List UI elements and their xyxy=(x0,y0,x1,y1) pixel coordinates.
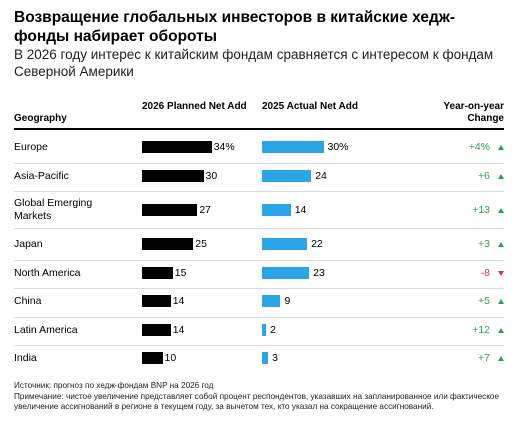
actual-bar xyxy=(262,352,269,364)
planned-value: 34% xyxy=(213,141,235,153)
yoy-value: +12 xyxy=(472,324,490,336)
actual-value: 24 xyxy=(315,170,327,182)
actual-value: 3 xyxy=(272,352,278,364)
yoy-value: +5 xyxy=(478,295,490,307)
actual-bar xyxy=(262,170,312,182)
yoy-value: +13 xyxy=(472,204,490,216)
header-yoy: Year-on-year Change xyxy=(443,101,504,124)
yoy-value: +7 xyxy=(478,352,490,364)
up-arrow-icon xyxy=(498,208,504,213)
header-planned: 2026 Planned Net Add xyxy=(142,101,247,112)
actual-bar xyxy=(262,238,308,250)
up-arrow-icon xyxy=(498,174,504,179)
yoy-value: -8 xyxy=(480,267,490,279)
row-divider xyxy=(14,288,504,289)
planned-bar xyxy=(142,324,171,336)
planned-bar xyxy=(142,295,171,307)
header-rule xyxy=(14,128,504,130)
yoy-value: +3 xyxy=(478,238,490,250)
yoy-value: +6 xyxy=(478,170,490,182)
category-label: Asia-Pacific xyxy=(14,170,69,182)
planned-value: 14 xyxy=(172,324,185,336)
actual-value: 14 xyxy=(294,204,307,216)
actual-bar xyxy=(262,204,291,216)
up-arrow-icon xyxy=(498,299,504,304)
planned-bar xyxy=(142,170,204,182)
actual-value: 30% xyxy=(327,141,349,153)
actual-bar xyxy=(262,295,281,307)
chart-title: Возвращение глобальных инвесторов в кита… xyxy=(14,9,455,45)
category-label: North America xyxy=(14,267,81,279)
actual-value: 23 xyxy=(313,267,325,279)
planned-bar xyxy=(142,141,212,153)
row-divider xyxy=(14,228,504,229)
planned-value: 30 xyxy=(205,170,218,182)
up-arrow-icon xyxy=(498,356,504,361)
row-divider xyxy=(14,345,504,346)
planned-value: 15 xyxy=(174,267,187,279)
planned-bar xyxy=(142,352,163,364)
category-label: Europe xyxy=(14,141,48,153)
category-label: China xyxy=(14,295,42,307)
planned-bar xyxy=(142,238,194,250)
down-arrow-icon xyxy=(498,271,504,276)
actual-bar xyxy=(262,324,267,336)
chart-source: Источник: прогноз по хедж-фондам BNP на … xyxy=(14,381,509,413)
actual-value: 9 xyxy=(284,295,291,307)
actual-value: 22 xyxy=(311,238,323,250)
actual-bar xyxy=(262,141,324,153)
header-geography: Geography xyxy=(14,113,67,124)
source-line: Источник: прогноз по хедж-фондам BNP на … xyxy=(14,381,214,390)
category-label: Global Emerging Markets xyxy=(14,197,93,222)
row-divider xyxy=(14,260,504,261)
row-divider xyxy=(14,163,504,164)
row-divider xyxy=(14,317,504,318)
category-label: Japan xyxy=(14,238,43,250)
planned-bar xyxy=(142,204,198,216)
note-line: Примечание: чистое увеличение представля… xyxy=(14,391,500,412)
planned-value: 10 xyxy=(164,352,177,364)
chart-subtitle: В 2026 году интерес к китайским фондам с… xyxy=(14,47,494,79)
up-arrow-icon xyxy=(498,328,504,333)
up-arrow-icon xyxy=(498,242,504,247)
planned-bar xyxy=(142,267,173,279)
row-divider xyxy=(14,191,504,192)
planned-value: 14 xyxy=(172,295,185,307)
actual-bar xyxy=(262,267,310,279)
planned-value: 27 xyxy=(199,204,212,216)
yoy-value: +4% xyxy=(468,141,490,153)
actual-value: 2 xyxy=(270,324,276,336)
header-actual: 2025 Actual Net Add xyxy=(262,101,358,112)
category-label: India xyxy=(14,352,37,364)
planned-value: 25 xyxy=(195,238,207,250)
up-arrow-icon xyxy=(498,145,504,150)
category-label: Latin America xyxy=(14,324,78,336)
